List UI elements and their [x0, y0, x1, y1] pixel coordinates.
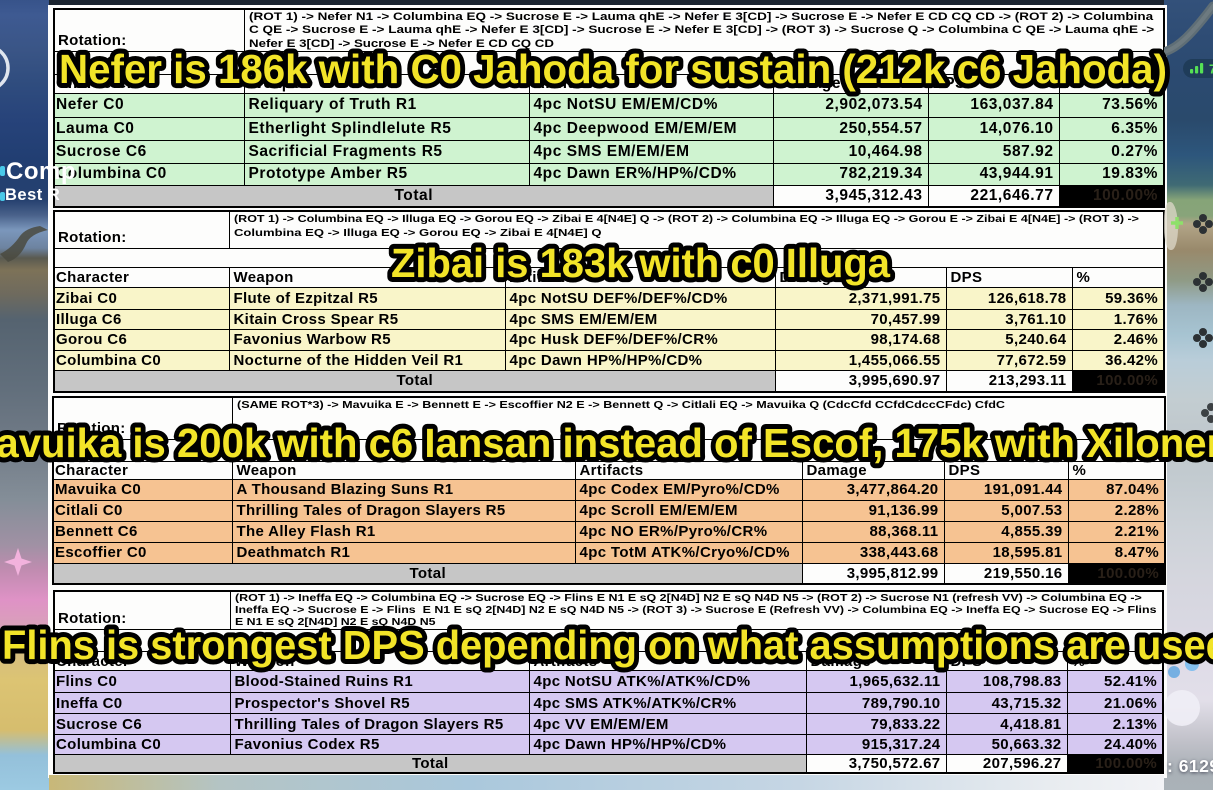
svg-text:7: 7: [1209, 62, 1213, 77]
